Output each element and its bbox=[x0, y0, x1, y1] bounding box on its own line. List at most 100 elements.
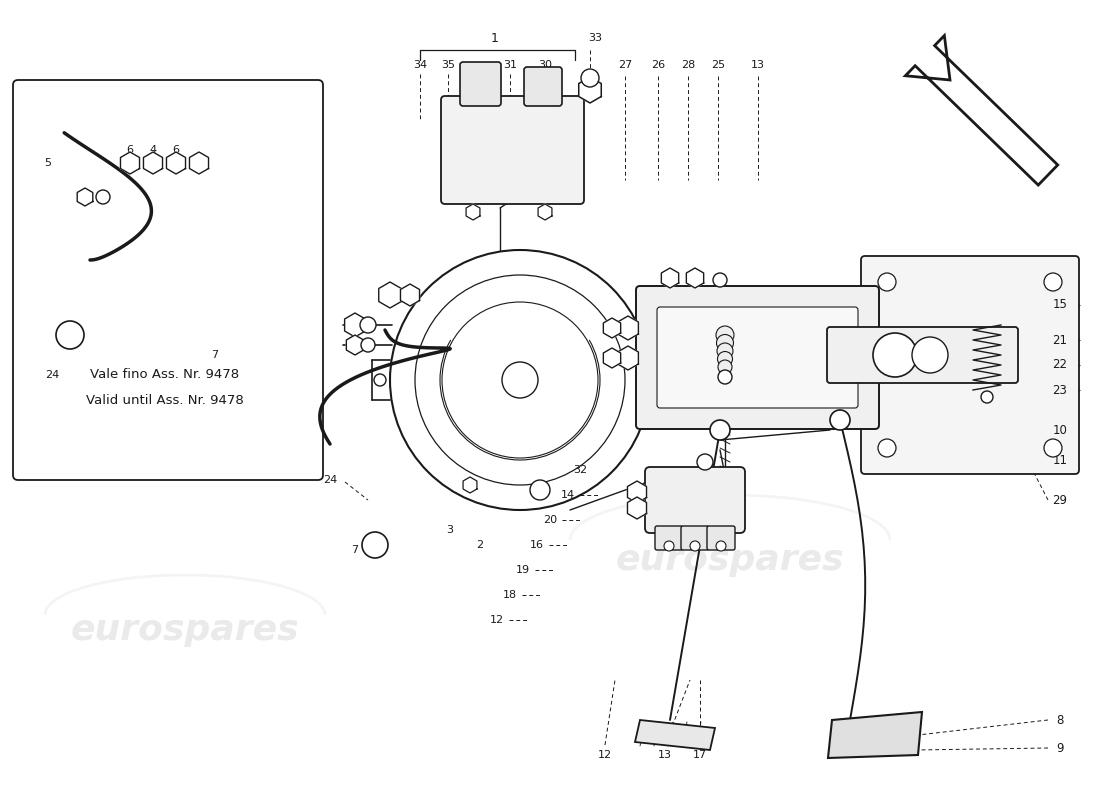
Circle shape bbox=[716, 326, 734, 344]
Circle shape bbox=[56, 321, 84, 349]
Text: 19: 19 bbox=[516, 565, 530, 575]
Polygon shape bbox=[627, 497, 647, 519]
Circle shape bbox=[717, 351, 733, 366]
Circle shape bbox=[717, 343, 733, 359]
Circle shape bbox=[442, 302, 598, 458]
Text: eurospares: eurospares bbox=[616, 543, 845, 577]
FancyBboxPatch shape bbox=[861, 256, 1079, 474]
Text: 26: 26 bbox=[651, 60, 666, 70]
FancyBboxPatch shape bbox=[657, 307, 858, 408]
Text: eurospares: eurospares bbox=[70, 613, 299, 647]
Circle shape bbox=[716, 334, 734, 351]
Text: 32: 32 bbox=[573, 465, 587, 475]
Text: 25: 25 bbox=[711, 60, 725, 70]
Text: 33: 33 bbox=[588, 33, 602, 43]
Text: 30: 30 bbox=[538, 60, 552, 70]
Text: 14: 14 bbox=[561, 490, 575, 500]
Circle shape bbox=[981, 391, 993, 403]
Text: 16: 16 bbox=[530, 540, 544, 550]
Text: 34: 34 bbox=[412, 60, 427, 70]
Circle shape bbox=[530, 480, 550, 500]
Text: 20: 20 bbox=[543, 515, 557, 525]
Text: 7: 7 bbox=[351, 545, 359, 555]
Circle shape bbox=[96, 190, 110, 204]
Circle shape bbox=[878, 273, 896, 291]
Polygon shape bbox=[579, 77, 602, 103]
Polygon shape bbox=[617, 346, 638, 370]
Text: 9: 9 bbox=[1056, 742, 1064, 754]
Polygon shape bbox=[77, 188, 92, 206]
Circle shape bbox=[690, 541, 700, 551]
Polygon shape bbox=[400, 284, 419, 306]
FancyBboxPatch shape bbox=[654, 526, 683, 550]
Text: 6: 6 bbox=[173, 145, 179, 155]
Circle shape bbox=[716, 541, 726, 551]
Circle shape bbox=[390, 250, 650, 510]
Text: 24: 24 bbox=[323, 475, 337, 485]
Polygon shape bbox=[905, 35, 1058, 185]
Circle shape bbox=[664, 541, 674, 551]
Text: 28: 28 bbox=[681, 60, 695, 70]
Circle shape bbox=[830, 410, 850, 430]
Polygon shape bbox=[538, 204, 552, 220]
Text: 18: 18 bbox=[503, 590, 517, 600]
FancyBboxPatch shape bbox=[645, 467, 745, 533]
FancyBboxPatch shape bbox=[827, 327, 1018, 383]
FancyBboxPatch shape bbox=[707, 526, 735, 550]
Polygon shape bbox=[686, 268, 704, 288]
Text: 3: 3 bbox=[447, 525, 453, 535]
Circle shape bbox=[415, 275, 625, 485]
Circle shape bbox=[361, 338, 375, 352]
Circle shape bbox=[718, 360, 732, 374]
Polygon shape bbox=[617, 316, 638, 340]
Text: Valid until Ass. Nr. 9478: Valid until Ass. Nr. 9478 bbox=[86, 394, 244, 406]
Text: 27: 27 bbox=[618, 60, 632, 70]
Circle shape bbox=[878, 439, 896, 457]
FancyBboxPatch shape bbox=[441, 96, 584, 204]
Text: 7: 7 bbox=[211, 350, 219, 360]
Polygon shape bbox=[463, 477, 477, 493]
Text: 23: 23 bbox=[1053, 383, 1067, 397]
Circle shape bbox=[1044, 273, 1061, 291]
Text: 4: 4 bbox=[150, 145, 156, 155]
Polygon shape bbox=[661, 268, 679, 288]
Polygon shape bbox=[627, 481, 647, 503]
Text: 10: 10 bbox=[1053, 423, 1067, 437]
Text: 8: 8 bbox=[1056, 714, 1064, 726]
Circle shape bbox=[374, 374, 386, 386]
Circle shape bbox=[713, 273, 727, 287]
Circle shape bbox=[360, 317, 376, 333]
Polygon shape bbox=[166, 152, 186, 174]
Polygon shape bbox=[346, 335, 364, 355]
Text: 22: 22 bbox=[1053, 358, 1067, 371]
Circle shape bbox=[718, 370, 732, 384]
Circle shape bbox=[697, 454, 713, 470]
Text: 11: 11 bbox=[1053, 454, 1067, 466]
Circle shape bbox=[873, 333, 917, 377]
Circle shape bbox=[581, 69, 600, 87]
Circle shape bbox=[1044, 439, 1061, 457]
Polygon shape bbox=[121, 152, 140, 174]
Text: 24: 24 bbox=[45, 370, 59, 380]
FancyBboxPatch shape bbox=[13, 80, 323, 480]
Text: 6: 6 bbox=[126, 145, 133, 155]
Polygon shape bbox=[635, 720, 715, 750]
Text: 2: 2 bbox=[476, 540, 484, 550]
FancyBboxPatch shape bbox=[460, 62, 500, 106]
Text: 12: 12 bbox=[598, 750, 612, 760]
Text: 13: 13 bbox=[658, 750, 672, 760]
Polygon shape bbox=[143, 152, 163, 174]
Polygon shape bbox=[189, 152, 209, 174]
Polygon shape bbox=[603, 348, 620, 368]
Circle shape bbox=[912, 337, 948, 373]
Text: 5: 5 bbox=[44, 158, 52, 168]
Polygon shape bbox=[466, 204, 480, 220]
Polygon shape bbox=[344, 313, 365, 337]
Circle shape bbox=[710, 420, 730, 440]
Text: Vale fino Ass. Nr. 9478: Vale fino Ass. Nr. 9478 bbox=[90, 369, 240, 382]
FancyBboxPatch shape bbox=[524, 67, 562, 106]
Text: 21: 21 bbox=[1053, 334, 1067, 346]
Text: 13: 13 bbox=[751, 60, 764, 70]
Circle shape bbox=[362, 532, 388, 558]
FancyBboxPatch shape bbox=[636, 286, 879, 429]
